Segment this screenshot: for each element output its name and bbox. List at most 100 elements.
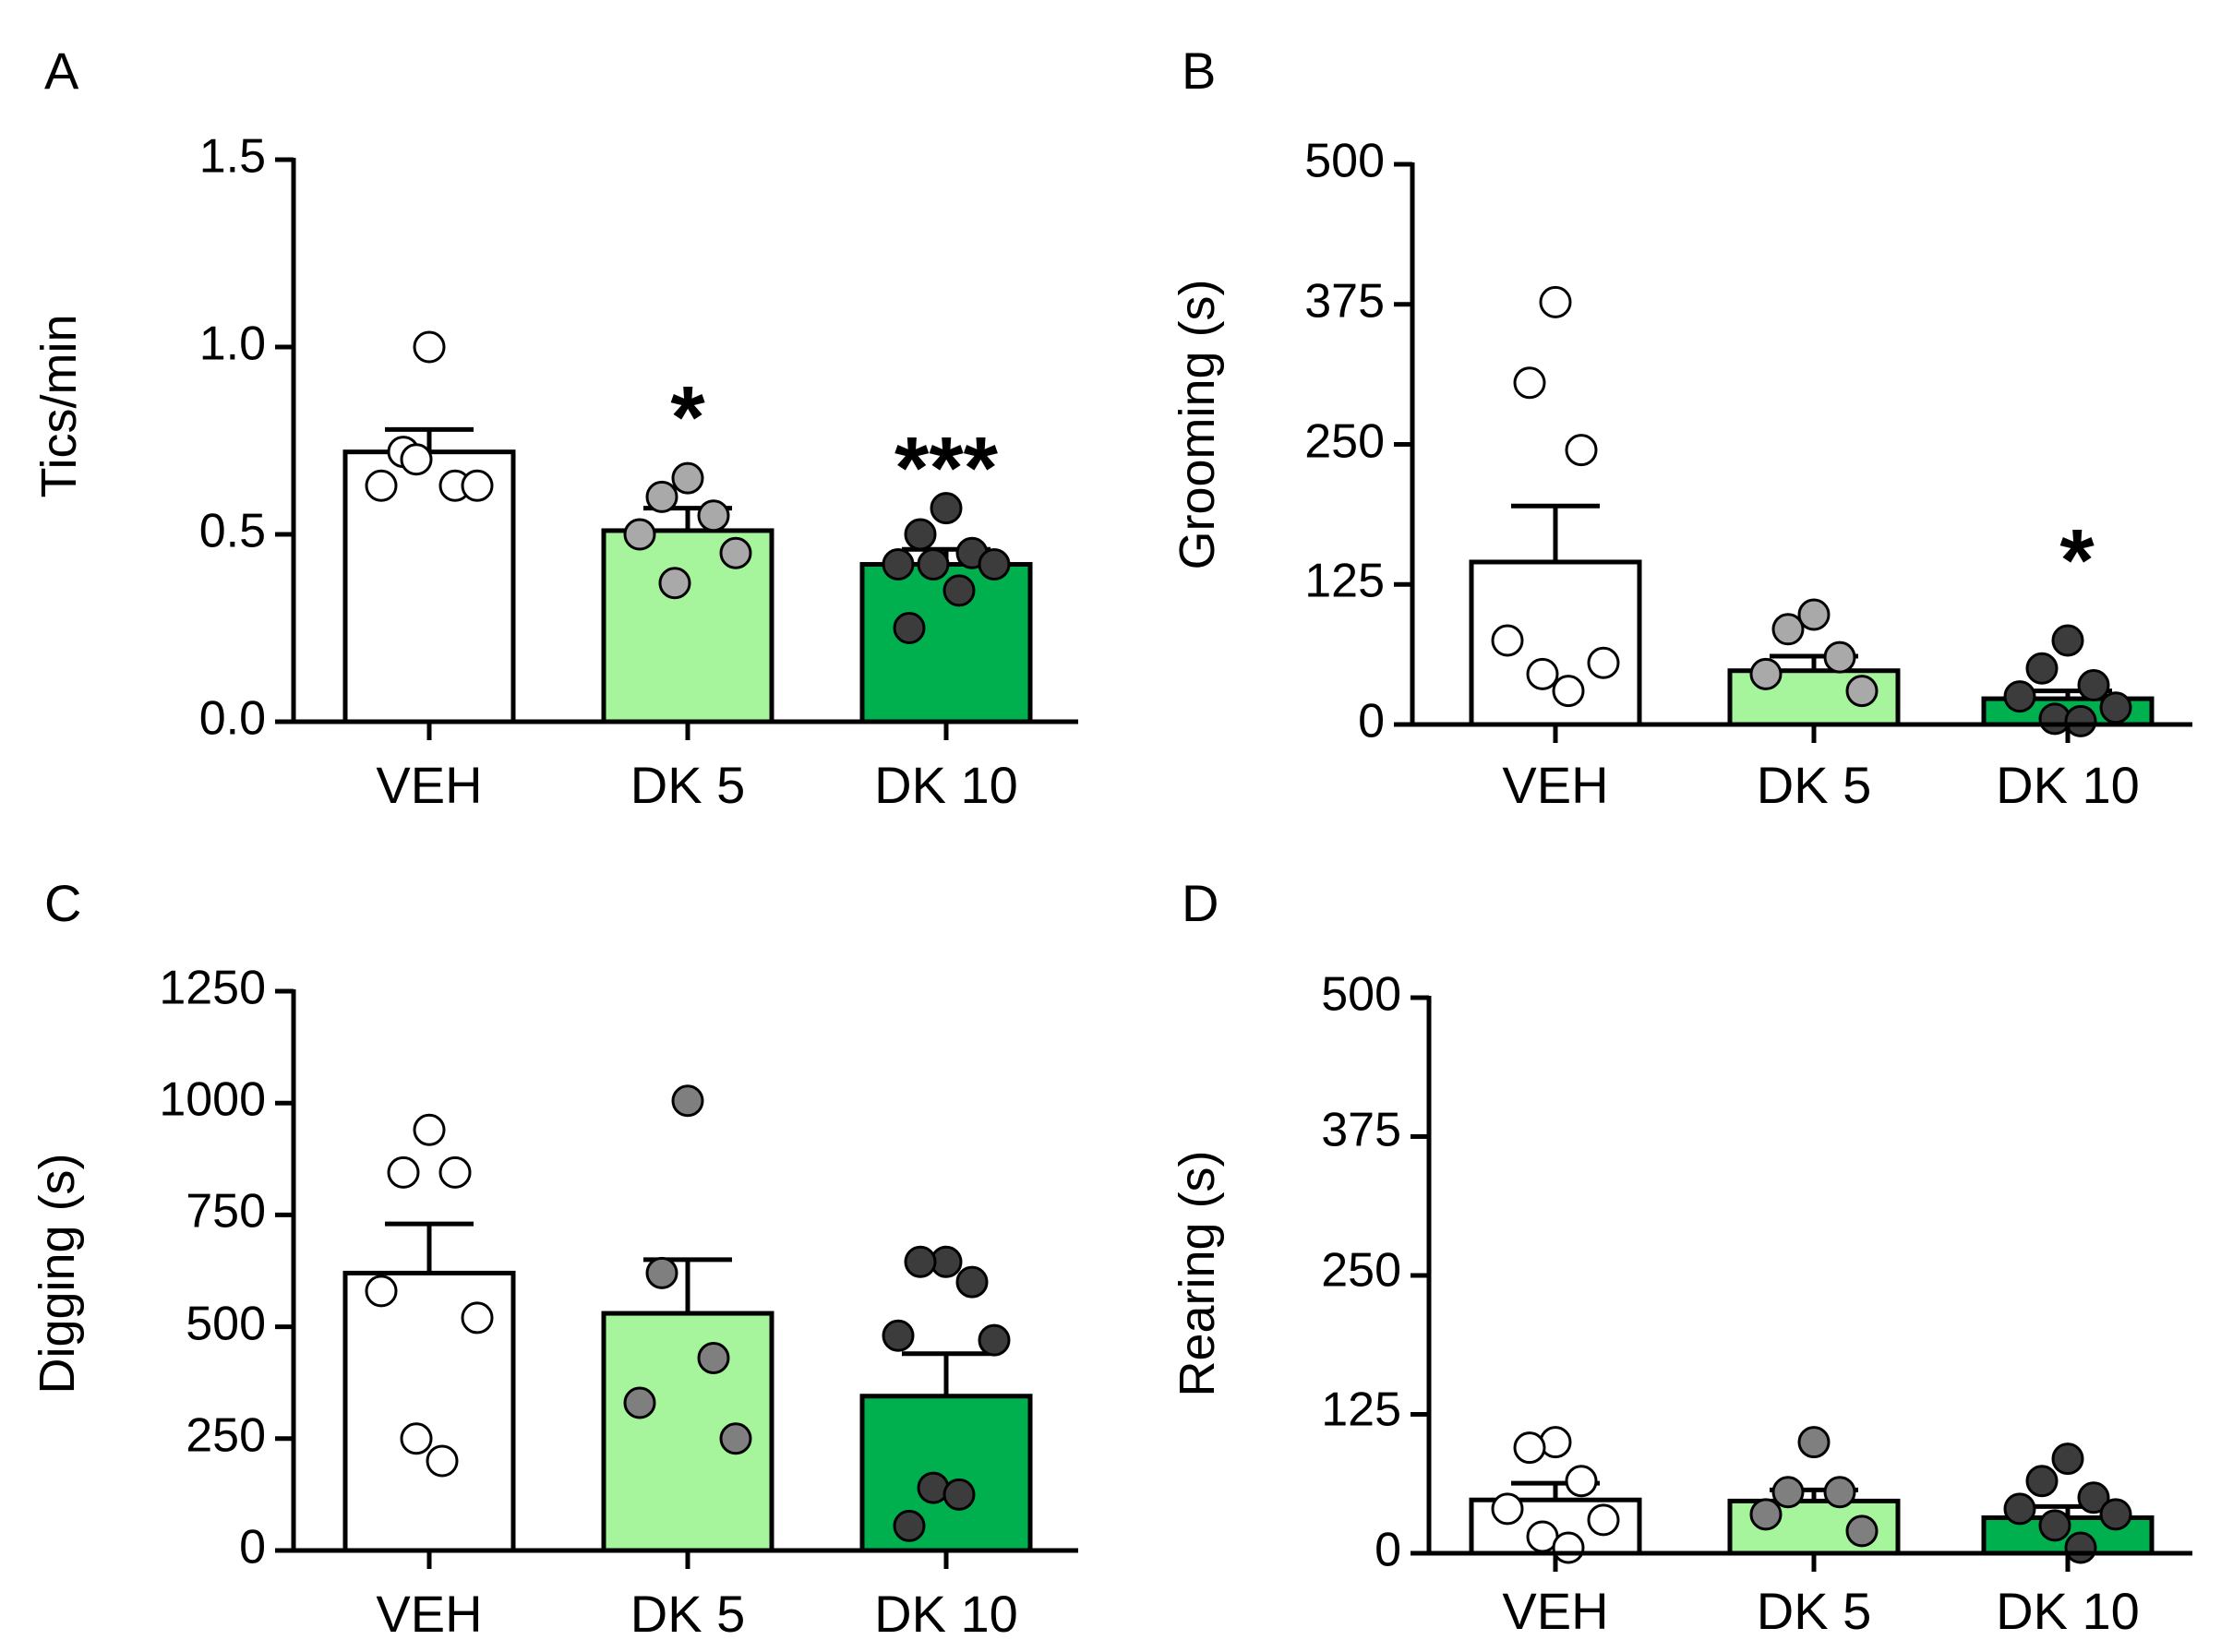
data-point xyxy=(882,1319,915,1352)
data-point xyxy=(2003,680,2036,713)
data-point xyxy=(438,1155,472,1189)
category-label-dk5: DK 5 xyxy=(630,756,746,814)
data-point xyxy=(426,1444,459,1478)
data-point xyxy=(1539,285,1572,318)
data-point xyxy=(978,547,1011,581)
data-point xyxy=(1539,1426,1572,1459)
data-point xyxy=(1491,1492,1524,1526)
y-tick-label: 375 xyxy=(1304,275,1385,329)
panel-b: B Grooming (s) 0 125 250 375 500 VEH DK … xyxy=(1170,42,2192,814)
data-point xyxy=(623,518,656,551)
y-tick-label: 0 xyxy=(1375,1524,1401,1577)
data-point xyxy=(1771,613,1805,646)
data-point xyxy=(1565,1465,1598,1498)
y-tick-label: 250 xyxy=(1321,1244,1401,1298)
data-point xyxy=(930,492,963,525)
y-tick-label: 375 xyxy=(1321,1104,1401,1157)
y-tick-label: 500 xyxy=(1304,135,1385,188)
category-label-veh: VEH xyxy=(376,1585,482,1643)
data-point xyxy=(400,1422,433,1455)
data-point xyxy=(2025,1465,2059,1498)
data-point xyxy=(2051,1443,2084,1476)
category-label-dk10: DK 10 xyxy=(1996,1582,2140,1640)
data-point xyxy=(1491,624,1524,657)
category-label-dk5: DK 5 xyxy=(1757,1582,1872,1640)
y-tick-label: 1250 xyxy=(159,962,266,1015)
data-point xyxy=(387,1155,420,1189)
data-point xyxy=(1823,640,1856,674)
category-label-veh: VEH xyxy=(376,756,482,814)
data-point xyxy=(1797,598,1831,631)
data-point xyxy=(1823,1476,1856,1509)
data-point xyxy=(1749,1498,1783,1531)
data-point xyxy=(719,1422,752,1455)
data-point xyxy=(1845,1514,1879,1548)
y-tick-label: 0 xyxy=(1358,695,1385,748)
category-label-dk5: DK 5 xyxy=(1757,756,1872,814)
y-tick-label: 500 xyxy=(186,1298,266,1351)
data-point xyxy=(904,1245,937,1278)
bar-group xyxy=(342,1084,1033,1553)
data-point xyxy=(413,330,446,364)
y-tick-label: 250 xyxy=(186,1409,266,1463)
y-tick-label: 125 xyxy=(1304,555,1385,608)
data-point xyxy=(1771,1476,1805,1509)
data-point xyxy=(461,1301,494,1335)
bar-group xyxy=(342,330,1033,724)
y-tick-label: 750 xyxy=(186,1185,266,1239)
category-label-veh: VEH xyxy=(1502,756,1608,814)
data-point xyxy=(2099,1498,2132,1531)
data-point xyxy=(1797,1426,1831,1459)
data-point xyxy=(2003,1492,2036,1526)
data-point xyxy=(645,1256,678,1289)
data-point xyxy=(1749,657,1783,690)
data-point xyxy=(893,1509,926,1542)
y-tick-label: 0.5 xyxy=(199,505,266,558)
category-label-dk5: DK 5 xyxy=(630,1585,746,1643)
bar-group xyxy=(1469,285,2155,737)
data-point xyxy=(365,1275,398,1308)
panel-letter: A xyxy=(44,42,79,100)
data-point xyxy=(1552,675,1585,708)
data-point xyxy=(882,547,915,581)
data-point xyxy=(942,574,976,607)
panel-letter: B xyxy=(1182,42,1216,100)
category-label-dk10: DK 10 xyxy=(874,1585,1018,1643)
panel-letter: C xyxy=(44,874,81,932)
data-point xyxy=(2064,1531,2097,1564)
y-axis-title: Grooming (s) xyxy=(1170,279,1225,569)
category-label-dk10: DK 10 xyxy=(1996,756,2140,814)
data-point xyxy=(671,1084,704,1118)
y-axis-title: Tics/min xyxy=(31,315,87,498)
panel-letter: D xyxy=(1182,874,1219,932)
data-point xyxy=(645,480,678,513)
data-point xyxy=(1513,366,1546,400)
data-point xyxy=(400,443,433,476)
y-axis-title: Digging (s) xyxy=(30,1153,85,1394)
data-point xyxy=(2051,624,2084,657)
data-point xyxy=(671,461,704,495)
data-point xyxy=(2025,652,2059,685)
data-point xyxy=(413,1113,446,1146)
y-axis-title: Rearing (s) xyxy=(1170,1150,1225,1396)
data-point xyxy=(893,612,926,644)
data-point xyxy=(461,469,494,502)
data-point xyxy=(978,1323,1011,1357)
data-point xyxy=(658,567,691,600)
data-point xyxy=(942,1478,976,1511)
data-point xyxy=(623,1386,656,1419)
y-tick-label: 1000 xyxy=(159,1073,266,1127)
data-point xyxy=(2077,669,2110,702)
category-label-dk10: DK 10 xyxy=(874,756,1018,814)
data-point xyxy=(1587,646,1620,679)
panel-d: D Rearing (s) 0 125 250 375 500 VEH DK 5… xyxy=(1170,874,2192,1640)
data-point xyxy=(1513,1431,1546,1465)
data-point xyxy=(365,469,398,502)
y-tick-label: 1.0 xyxy=(199,317,266,371)
bar-group xyxy=(1469,1426,2155,1564)
data-point xyxy=(2038,1509,2071,1542)
data-point xyxy=(1552,1531,1585,1564)
y-tick-label: 250 xyxy=(1304,415,1385,469)
data-point xyxy=(1845,675,1879,708)
